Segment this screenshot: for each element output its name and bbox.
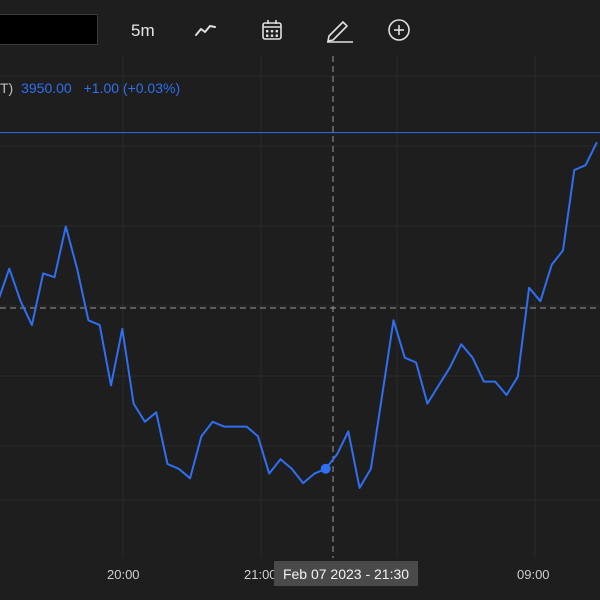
price-series-line (0, 141, 598, 489)
chart-toolbar: 5m (0, 0, 600, 56)
calendar-icon[interactable] (259, 17, 285, 43)
price-legend: T) 3950.00 +1.00 (+0.03%) (0, 80, 180, 96)
symbol-search-input[interactable] (0, 14, 98, 45)
interval-button[interactable]: 5m (131, 21, 155, 40)
line-chart-icon[interactable] (193, 17, 219, 43)
symbol-label: T) (0, 80, 14, 96)
time-tick-label: 20:00 (107, 567, 140, 582)
price-change: +1.00 (+0.03%) (83, 80, 181, 96)
last-price: 3950.00 (21, 80, 72, 96)
pencil-icon[interactable] (325, 17, 355, 43)
chart-grid (0, 56, 600, 558)
crosshair-point (320, 463, 331, 474)
crosshair-time-label: Feb 07 2023 - 21:30 (274, 561, 418, 586)
price-chart[interactable] (0, 56, 600, 558)
time-tick-label: 09:00 (517, 567, 550, 582)
add-circle-icon[interactable] (386, 17, 412, 43)
time-tick-label: 21:00 (244, 567, 277, 582)
